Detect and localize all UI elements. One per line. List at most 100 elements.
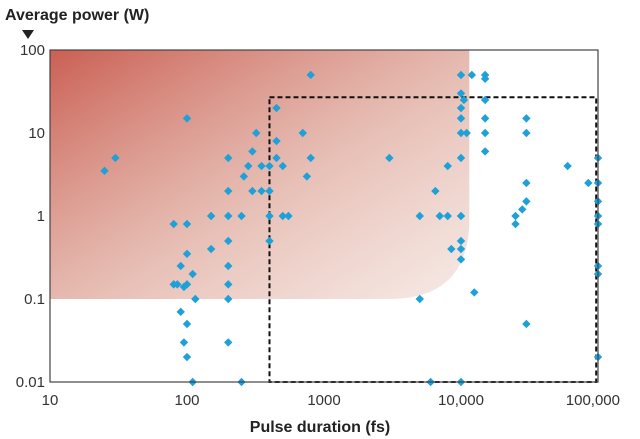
data-point [511,211,520,221]
data-point [257,186,266,196]
data-point [480,114,490,123]
x-tick-label: 10,000 [438,392,484,409]
data-point [456,103,466,113]
data-point [480,95,490,105]
data-point [302,172,312,181]
shaded-region [50,50,470,299]
y-tick-labels: 100 10 1 0.1 0.01 [16,42,45,391]
data-point [443,161,452,171]
data-point [252,128,261,138]
data-point [100,166,109,176]
data-point [511,219,520,229]
data-point [456,244,466,254]
data-point [522,128,531,138]
data-point [584,178,593,188]
data-point [456,128,466,138]
data-point [278,211,287,221]
data-point [111,153,120,163]
data-point [456,114,466,123]
data-point [182,319,192,329]
data-point [169,219,178,229]
data-point [456,211,466,221]
data-point [456,236,466,246]
data-point [224,186,233,196]
data-point [447,244,456,254]
data-point [176,307,185,317]
data-point [272,136,281,146]
data-point [480,74,490,83]
y-tick-label: 100 [20,42,45,59]
data-point [456,153,466,163]
data-point [182,249,192,259]
data-point [224,261,233,271]
data-point [443,211,452,221]
data-point [272,153,281,163]
data-point [522,319,531,329]
x-tick-labels: 10 100 1000 10,000 100,000 [42,392,620,409]
data-point [257,161,266,171]
data-point [278,161,287,171]
data-point [265,161,274,171]
data-point [522,178,531,188]
data-point [224,211,233,221]
data-point [265,236,274,246]
x-tick-label: 100,000 [566,392,620,409]
y-tick-label: 0.01 [16,374,45,391]
data-point [298,128,307,138]
data-point [522,197,531,206]
data-point [462,128,471,138]
data-point [182,352,192,362]
data-point [265,211,274,221]
data-point [224,153,233,163]
x-tick-label: 10 [42,392,59,409]
data-point [206,244,216,254]
data-point [176,261,185,271]
data-point [244,161,253,171]
data-point [272,103,281,113]
data-point [191,294,200,304]
data-point [182,280,192,289]
shaded-region-layer [50,50,470,299]
y-axis-title-arrow-icon [22,30,34,39]
data-point [306,70,315,80]
data-point [182,219,192,229]
data-point [206,211,216,221]
data-point [188,269,197,279]
data-point [182,114,192,123]
data-point [470,288,479,297]
data-point [435,211,444,221]
data-point [518,205,527,214]
data-point [173,280,182,289]
data-point [239,172,249,181]
y-tick-label: 0.1 [24,291,45,308]
data-point [480,128,490,138]
y-tick-label: 1 [37,208,45,225]
data-point [563,161,572,171]
data-point [415,294,424,304]
data-point [456,89,466,98]
data-point [284,211,293,221]
x-axis-title: Pulse duration (fs) [250,419,390,436]
y-axis-title: Average power (W) [5,7,149,24]
data-point [459,95,469,105]
y-tick-label: 10 [28,125,45,142]
data-point [237,211,246,221]
data-point [456,255,466,264]
data-point [224,236,233,246]
data-point [456,70,466,80]
x-tick-label: 1000 [307,392,340,409]
data-point [224,294,233,304]
data-point [224,280,233,289]
data-point [431,186,440,196]
data-point [385,153,394,163]
data-point [522,114,531,123]
plot-frame [49,49,599,383]
data-point [415,211,424,221]
data-point [480,147,490,156]
data-point [467,70,477,80]
data-point [306,153,315,163]
data-point [179,338,189,347]
data-point [265,186,274,196]
data-point [248,147,257,156]
